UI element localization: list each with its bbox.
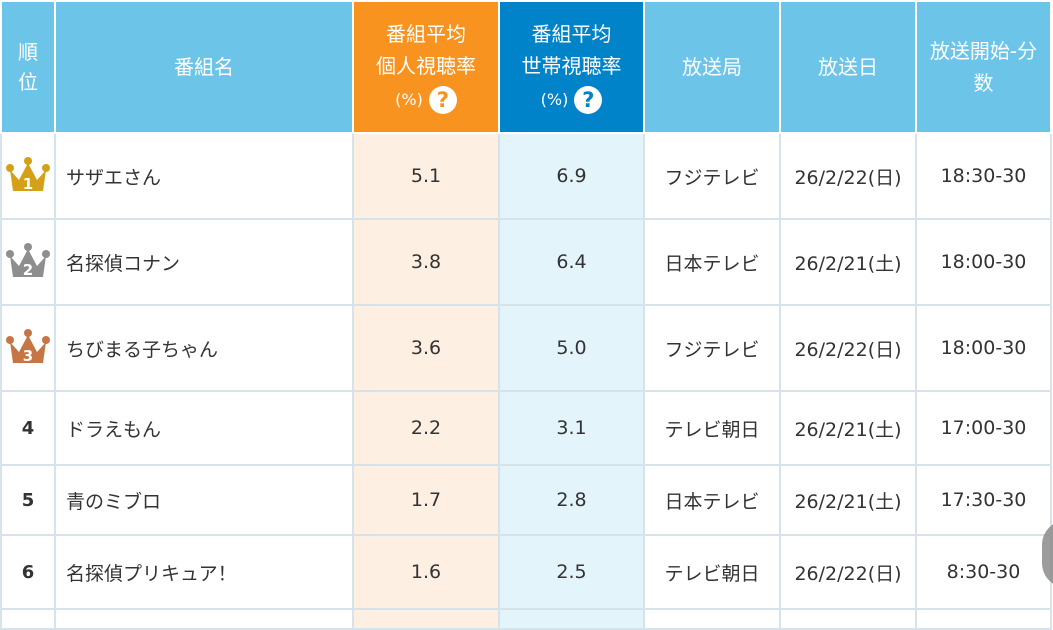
broadcast-date: 26/2/22(日)	[779, 534, 917, 610]
household-rating: 2.5	[498, 534, 645, 610]
broadcast-date: 26/2/22(日)	[779, 132, 917, 220]
program-name[interactable]: 名探偵プリキュア！	[54, 534, 354, 610]
individual-rating: 2.2	[352, 390, 500, 466]
broadcast-time: 18:00-30	[915, 304, 1052, 392]
rank-cell: 5	[0, 464, 56, 536]
household-rating: 6.9	[498, 132, 645, 220]
individual-unit: (%)	[395, 90, 423, 109]
individual-header-line2: 個人視聴率	[376, 54, 476, 78]
rank-header: 順位	[0, 0, 56, 134]
gold-crown-icon: 1	[2, 156, 54, 196]
program-name[interactable]: サザエさん	[54, 132, 354, 220]
broadcast-date: 26/2/21(土)	[779, 464, 917, 536]
broadcast-date: 26/2/22(日)	[779, 304, 917, 392]
table-row[interactable]: 1 サザエさん 5.1 6.9 フジテレビ 26/2/22(日) 18:30-30	[0, 132, 1052, 220]
scroll-handle[interactable]	[1042, 520, 1053, 588]
individual-rating: 3.6	[352, 304, 500, 392]
crown-rank-number: 1	[23, 175, 33, 193]
individual-header-line1: 番組平均	[386, 22, 466, 46]
station-header: 放送局	[643, 0, 781, 134]
individual-rating: 3.8	[352, 218, 500, 306]
program-name[interactable]: 青のミブロ	[54, 464, 354, 536]
broadcast-time: 18:00-30	[915, 218, 1052, 306]
crown-rank-number: 3	[23, 347, 33, 365]
table-header-row: 順位 番組名 番組平均 個人視聴率 (%)? 番組平均 世帯視聴率 (%)? 放…	[0, 0, 1052, 134]
household-rating: 5.0	[498, 304, 645, 392]
table-row[interactable]: 4 ドラえもん 2.2 3.1 テレビ朝日 26/2/21(土) 17:00-30	[0, 390, 1052, 466]
rank-cell: 6	[0, 534, 56, 610]
broadcast-date: 26/2/21(土)	[779, 218, 917, 306]
household-rating: 6.4	[498, 218, 645, 306]
broadcast-time: 17:00-30	[915, 390, 1052, 466]
individual-rating-header: 番組平均 個人視聴率 (%)?	[352, 0, 500, 134]
station: テレビ朝日	[643, 534, 781, 610]
broadcast-time: 8:30-30	[915, 534, 1052, 610]
silver-crown-icon: 2	[2, 242, 54, 282]
household-unit: (%)	[540, 90, 569, 109]
individual-rating: 1.7	[352, 464, 500, 536]
household-rating-header: 番組平均 世帯視聴率 (%)?	[498, 0, 645, 134]
program-name[interactable]: 名探偵コナン	[54, 218, 354, 306]
table-row[interactable]: 5 青のミブロ 1.7 2.8 日本テレビ 26/2/21(土) 17:30-30	[0, 464, 1052, 536]
time-header: 放送開始-分数	[915, 0, 1052, 134]
table-row[interactable]: 3 ちびまる子ちゃん 3.6 5.0 フジテレビ 26/2/22(日) 18:00-30	[0, 304, 1052, 392]
household-rating: 2.8	[498, 464, 645, 536]
individual-rating: 5.1	[352, 132, 500, 220]
station: テレビ朝日	[643, 390, 781, 466]
program-name[interactable]: ドラえもん	[54, 390, 354, 466]
broadcast-date: 26/2/21(土)	[779, 390, 917, 466]
station: フジテレビ	[643, 132, 781, 220]
rank-cell: 4	[0, 390, 56, 466]
table-row[interactable]: 2 名探偵コナン 3.8 6.4 日本テレビ 26/2/21(土) 18:00-30	[0, 218, 1052, 306]
help-icon[interactable]: ?	[574, 85, 603, 114]
household-header-line2: 世帯視聴率	[521, 54, 622, 78]
bronze-crown-icon: 3	[2, 328, 54, 368]
broadcast-time: 18:30-30	[915, 132, 1052, 220]
table-row[interactable]: 6 名探偵プリキュア！ 1.6 2.5 テレビ朝日 26/2/22(日) 8:30-30	[0, 534, 1052, 610]
individual-rating: 1.6	[352, 534, 500, 610]
station: フジテレビ	[643, 304, 781, 392]
station: 日本テレビ	[643, 218, 781, 306]
station: 日本テレビ	[643, 464, 781, 536]
crown-rank-number: 2	[23, 261, 33, 279]
rank-cell: 2	[0, 218, 56, 306]
help-icon[interactable]: ?	[428, 85, 457, 114]
program-name[interactable]: ちびまる子ちゃん	[54, 304, 354, 392]
broadcast-time: 17:30-30	[915, 464, 1052, 536]
rank-cell: 3	[0, 304, 56, 392]
date-header: 放送日	[779, 0, 917, 134]
household-header-line1: 番組平均	[531, 22, 612, 46]
rank-cell: 1	[0, 132, 56, 220]
program-header: 番組名	[54, 0, 354, 134]
household-rating: 3.1	[498, 390, 645, 466]
table-row	[0, 608, 1052, 630]
